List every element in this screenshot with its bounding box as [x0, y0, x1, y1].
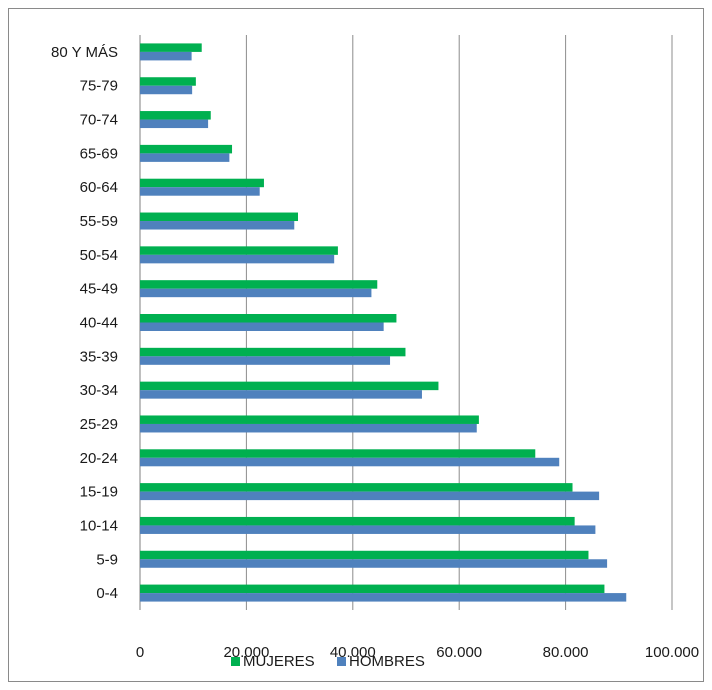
- bar-mujeres: [140, 77, 196, 86]
- chart-frame: [8, 8, 704, 682]
- bar-mujeres: [140, 449, 536, 458]
- y-tick-label: 45-49: [80, 281, 118, 298]
- bar-hombres: [140, 119, 209, 129]
- bar-hombres: [140, 423, 477, 433]
- bar-mujeres: [140, 314, 397, 323]
- legend-swatch-mujeres: [231, 657, 240, 666]
- y-tick-label: 70-74: [80, 112, 118, 129]
- y-tick-label: 20-24: [80, 450, 118, 467]
- bar-mujeres: [140, 111, 211, 120]
- y-tick-label: 30-34: [80, 382, 118, 399]
- bar-hombres: [140, 390, 422, 399]
- bar-mujeres: [140, 212, 299, 222]
- y-tick-label: 80 Y MÁS: [51, 44, 118, 61]
- y-tick-label: 5-9: [96, 551, 118, 568]
- y-tick-label: 40-44: [80, 315, 118, 332]
- bar-mujeres: [140, 550, 589, 560]
- bar-mujeres: [140, 483, 573, 492]
- x-tick-label: 100.000: [645, 644, 699, 661]
- bar-hombres: [140, 356, 391, 365]
- bar-hombres: [140, 457, 560, 467]
- bar-hombres: [140, 288, 372, 298]
- x-tick-label: 60.000: [436, 644, 482, 661]
- bar-mujeres: [140, 347, 406, 357]
- y-tick-label: 35-39: [80, 348, 118, 365]
- bar-hombres: [140, 322, 384, 331]
- y-tick-label: 55-59: [80, 213, 118, 230]
- y-tick-label: 75-79: [80, 78, 118, 95]
- bar-hombres: [140, 254, 335, 264]
- bar-mujeres: [140, 43, 202, 52]
- bar-mujeres: [140, 178, 264, 188]
- bar-hombres: [140, 187, 260, 196]
- y-tick-label: 15-19: [80, 484, 118, 501]
- x-tick-label: 20.000: [223, 644, 269, 661]
- legend-label-mujeres: MUJERES: [243, 653, 315, 670]
- bar-hombres: [140, 593, 627, 602]
- y-tick-label: 0-4: [96, 585, 118, 602]
- bar-hombres: [140, 525, 596, 534]
- bar-mujeres: [140, 144, 233, 154]
- bar-hombres: [140, 51, 192, 61]
- bar-hombres: [140, 491, 600, 501]
- x-tick-label: 40.000: [330, 644, 376, 661]
- bar-hombres: [140, 85, 193, 95]
- bar-hombres: [140, 153, 230, 162]
- bar-mujeres: [140, 280, 378, 289]
- legend-label-hombres: HOMBRES: [349, 653, 425, 670]
- x-tick-label: 0: [136, 644, 144, 661]
- bar-hombres: [140, 221, 295, 230]
- bar-mujeres: [140, 246, 338, 255]
- x-tick-label: 80.000: [543, 644, 589, 661]
- bar-mujeres: [140, 415, 479, 424]
- legend-swatch-hombres: [337, 657, 346, 666]
- bar-mujeres: [140, 516, 575, 526]
- y-tick-label: 65-69: [80, 145, 118, 162]
- y-tick-label: 25-29: [80, 416, 118, 433]
- bar-mujeres: [140, 381, 439, 391]
- y-tick-label: 60-64: [80, 179, 118, 196]
- y-tick-label: 50-54: [80, 247, 118, 264]
- y-tick-label: 10-14: [80, 517, 118, 534]
- bar-hombres: [140, 559, 608, 568]
- bar-mujeres: [140, 584, 605, 594]
